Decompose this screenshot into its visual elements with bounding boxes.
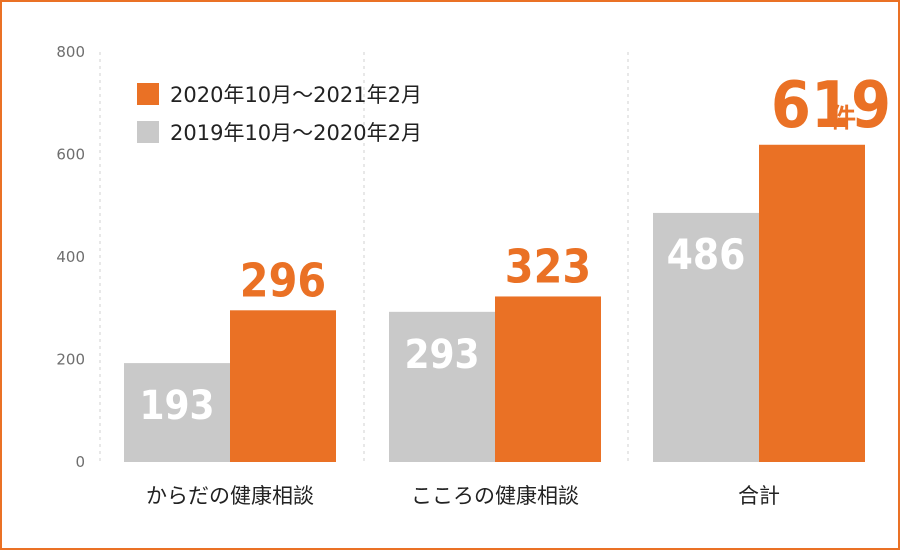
y-tick-600: 600 <box>56 146 85 164</box>
value-label-previous-karada: 193 <box>139 383 214 429</box>
bar-current-kokoro <box>495 296 601 462</box>
bar-current-total <box>759 144 865 462</box>
value-labels: 193 296 293 323 486 619 件 <box>139 69 891 429</box>
bars <box>124 144 865 462</box>
legend-swatch-current <box>137 83 159 105</box>
bar-previous-total <box>653 212 759 462</box>
y-axis-ticks: 0 200 400 600 800 <box>56 43 85 471</box>
bar-previous-kokoro <box>389 311 495 462</box>
y-tick-200: 200 <box>56 351 85 369</box>
value-label-current-kokoro: 323 <box>505 239 591 293</box>
category-label-total: 合計 <box>738 484 780 508</box>
y-tick-400: 400 <box>56 248 85 266</box>
y-tick-800: 800 <box>56 43 85 61</box>
x-axis-categories: からだの健康相談 こころの健康相談 合計 <box>146 484 780 508</box>
legend-label-current: 2020年10月～2021年2月 <box>170 83 422 107</box>
legend-label-previous: 2019年10月～2020年2月 <box>170 121 422 145</box>
bar-previous-karada <box>124 363 230 462</box>
legend-swatch-previous <box>137 121 159 143</box>
bar-current-karada <box>230 310 336 462</box>
value-label-previous-total: 486 <box>667 230 746 279</box>
value-label-current-karada: 296 <box>240 253 326 307</box>
value-label-previous-kokoro: 293 <box>404 332 479 378</box>
category-separators <box>99 52 629 462</box>
unit-label: 件 <box>830 104 856 134</box>
value-label-current-total: 619 <box>771 69 891 143</box>
y-tick-0: 0 <box>75 453 85 471</box>
category-label-karada: からだの健康相談 <box>146 484 314 508</box>
category-label-kokoro: こころの健康相談 <box>411 484 579 508</box>
legend: 2020年10月～2021年2月 2019年10月～2020年2月 <box>137 83 422 145</box>
